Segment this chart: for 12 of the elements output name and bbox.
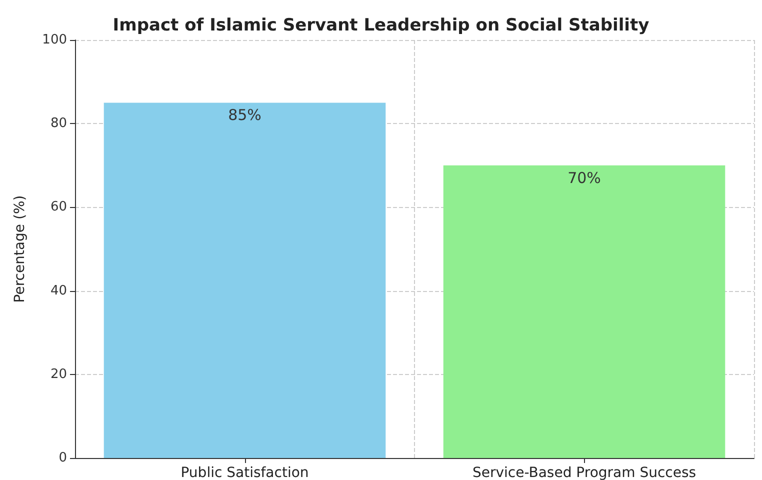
y-tick-label: 80 bbox=[50, 116, 67, 132]
y-tick-label: 40 bbox=[50, 283, 67, 298]
data-label: 70% bbox=[568, 168, 601, 187]
x-tick-label: Public Satisfaction bbox=[180, 465, 309, 480]
y-tick-label: 0 bbox=[58, 450, 67, 466]
y-tick-label: 60 bbox=[50, 200, 67, 215]
chart-title: Impact of Islamic Servant Leadership on Social Stability bbox=[112, 16, 650, 36]
y-axis-title: Percentage (%) bbox=[12, 195, 28, 303]
data-label: 85% bbox=[228, 106, 262, 124]
x-tick-label: Service-Based Program Success bbox=[472, 465, 696, 480]
y-tick-label: 20 bbox=[50, 366, 67, 382]
y-tick-label: 100 bbox=[42, 32, 67, 48]
